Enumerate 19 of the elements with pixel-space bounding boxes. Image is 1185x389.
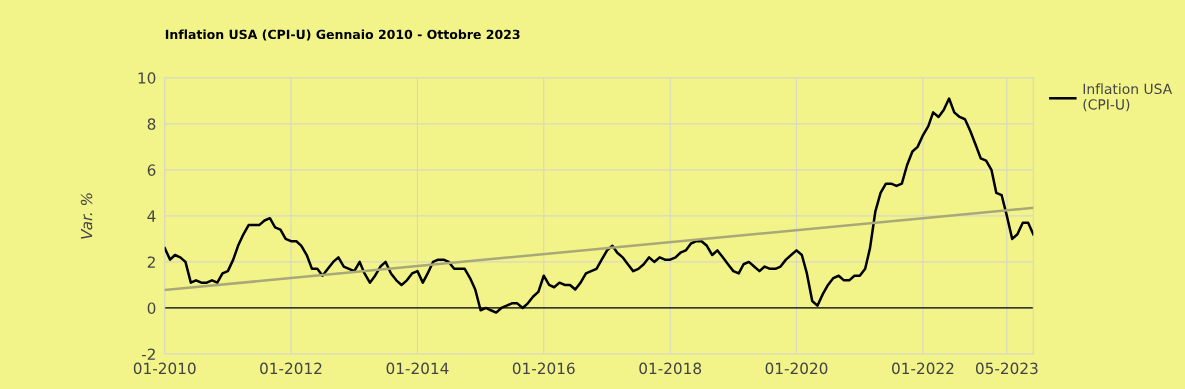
- x-tick-label: 01-2022: [892, 362, 954, 375]
- y-tick-label: 2: [147, 256, 155, 268]
- y-tick-label: 8: [147, 118, 156, 130]
- x-tick-label: 01-2012: [260, 362, 322, 375]
- y-tick-label: 0: [147, 302, 156, 314]
- x-tick-label: 01-2010: [133, 362, 196, 375]
- x-tick-label: 05-2023: [975, 362, 1038, 375]
- x-tick-label: 01-2014: [386, 362, 449, 375]
- legend-label: Inflation USA (CPI-U): [1083, 83, 1173, 112]
- y-tick-label: -2: [141, 348, 155, 360]
- line-series: [164, 97, 1034, 314]
- x-tick-label: 01-2018: [639, 362, 702, 375]
- y-tick-label: 10: [138, 72, 156, 84]
- chart-title: Inflation USA (CPI-U) Gennaio 2010 - Ottobre 2023: [165, 29, 520, 41]
- x-tick-label: 01-2020: [765, 362, 828, 375]
- y-axis-title: Var. %: [80, 193, 93, 239]
- x-tick-label: 01-2016: [512, 362, 575, 375]
- y-tick-label: 6: [147, 164, 156, 176]
- y-tick-label: 4: [147, 210, 156, 222]
